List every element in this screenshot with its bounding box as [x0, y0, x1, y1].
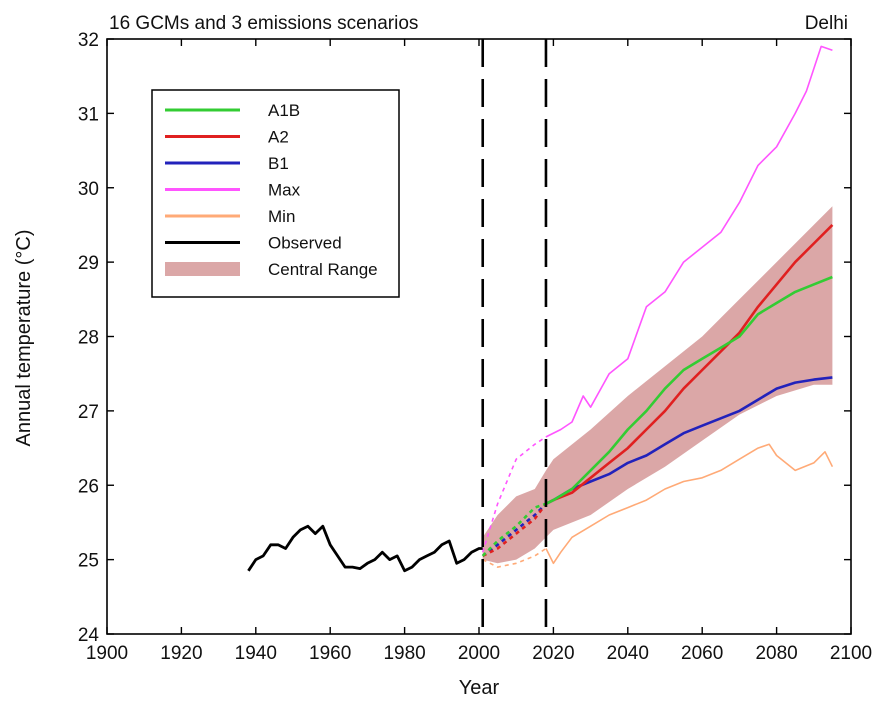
location-label: Delhi — [805, 13, 848, 34]
x-tick-label: 1920 — [160, 643, 202, 664]
x-axis-label: Year — [459, 677, 500, 697]
x-tick-label: 1980 — [383, 643, 425, 664]
legend-item-a2: A2 — [165, 128, 289, 147]
x-tick-label: 2080 — [755, 643, 797, 664]
legend-item-b1: B1 — [165, 154, 289, 173]
x-tick-label: 2100 — [830, 643, 872, 664]
x-tick-label: 1960 — [309, 643, 351, 664]
legend: A1B A2 B1 Max Min Observed Central Range — [151, 89, 400, 298]
y-tick-label: 25 — [78, 551, 99, 572]
legend-label: Observed — [268, 234, 342, 253]
central-range-layer — [482, 206, 833, 564]
y-tick-label: 32 — [78, 30, 99, 51]
series-line-max — [545, 45, 833, 438]
legend-entries: A1B A2 B1 Max Min Observed Central Range — [165, 101, 378, 279]
series-line-max-early — [481, 436, 547, 553]
legend-label: Min — [268, 207, 295, 226]
legend-item-central-range: Central Range — [165, 260, 378, 279]
x-tick-label: 2040 — [607, 643, 649, 664]
series-line-min — [545, 443, 834, 565]
y-tick-label: 31 — [78, 104, 99, 125]
y-tick-label: 24 — [78, 625, 100, 646]
series-line-a2-early — [482, 503, 548, 558]
x-axis-ticks: 1900 1920 1940 1960 1980 2000 2020 2040 2060 2080… — [86, 39, 872, 664]
vertical-dashed-lines — [481, 39, 548, 634]
legend-label: A2 — [268, 128, 289, 147]
y-tick-label: 27 — [78, 402, 99, 423]
legend-item-observed: Observed — [165, 234, 342, 253]
y-tick-label: 28 — [78, 328, 99, 349]
x-tick-label: 2060 — [681, 643, 723, 664]
legend-label: Central Range — [268, 260, 378, 279]
legend-item-max: Max — [165, 181, 301, 200]
series-line-observed — [247, 524, 483, 573]
y-tick-label: 30 — [78, 179, 99, 200]
x-tick-label: 1900 — [86, 643, 128, 664]
legend-label: Max — [268, 181, 301, 200]
series-layer — [247, 45, 834, 573]
y-axis-label: Annual temperature (°C) — [13, 230, 35, 447]
series-line-a1b-early — [481, 502, 547, 557]
x-tick-label: 1940 — [235, 643, 277, 664]
legend-item-min: Min — [165, 207, 295, 226]
legend-label: A1B — [268, 101, 300, 120]
legend-swatch — [165, 262, 240, 276]
y-tick-label: 26 — [78, 476, 99, 497]
central-range-band — [482, 206, 833, 564]
y-tick-label: 29 — [78, 253, 99, 274]
legend-label: B1 — [268, 154, 289, 173]
series-line-a2 — [545, 223, 834, 505]
legend-item-a1b: A1B — [165, 101, 300, 120]
x-tick-label: 2000 — [458, 643, 500, 664]
series-line-b1-early — [481, 502, 547, 557]
series-line-min-early — [482, 547, 547, 568]
x-tick-label: 2020 — [532, 643, 574, 664]
y-axis-ticks: 24 25 26 27 28 29 30 31 32 — [78, 30, 851, 646]
chart-title: 16 GCMs and 3 emissions scenarios — [109, 13, 418, 34]
series-line-a1b — [545, 275, 833, 505]
